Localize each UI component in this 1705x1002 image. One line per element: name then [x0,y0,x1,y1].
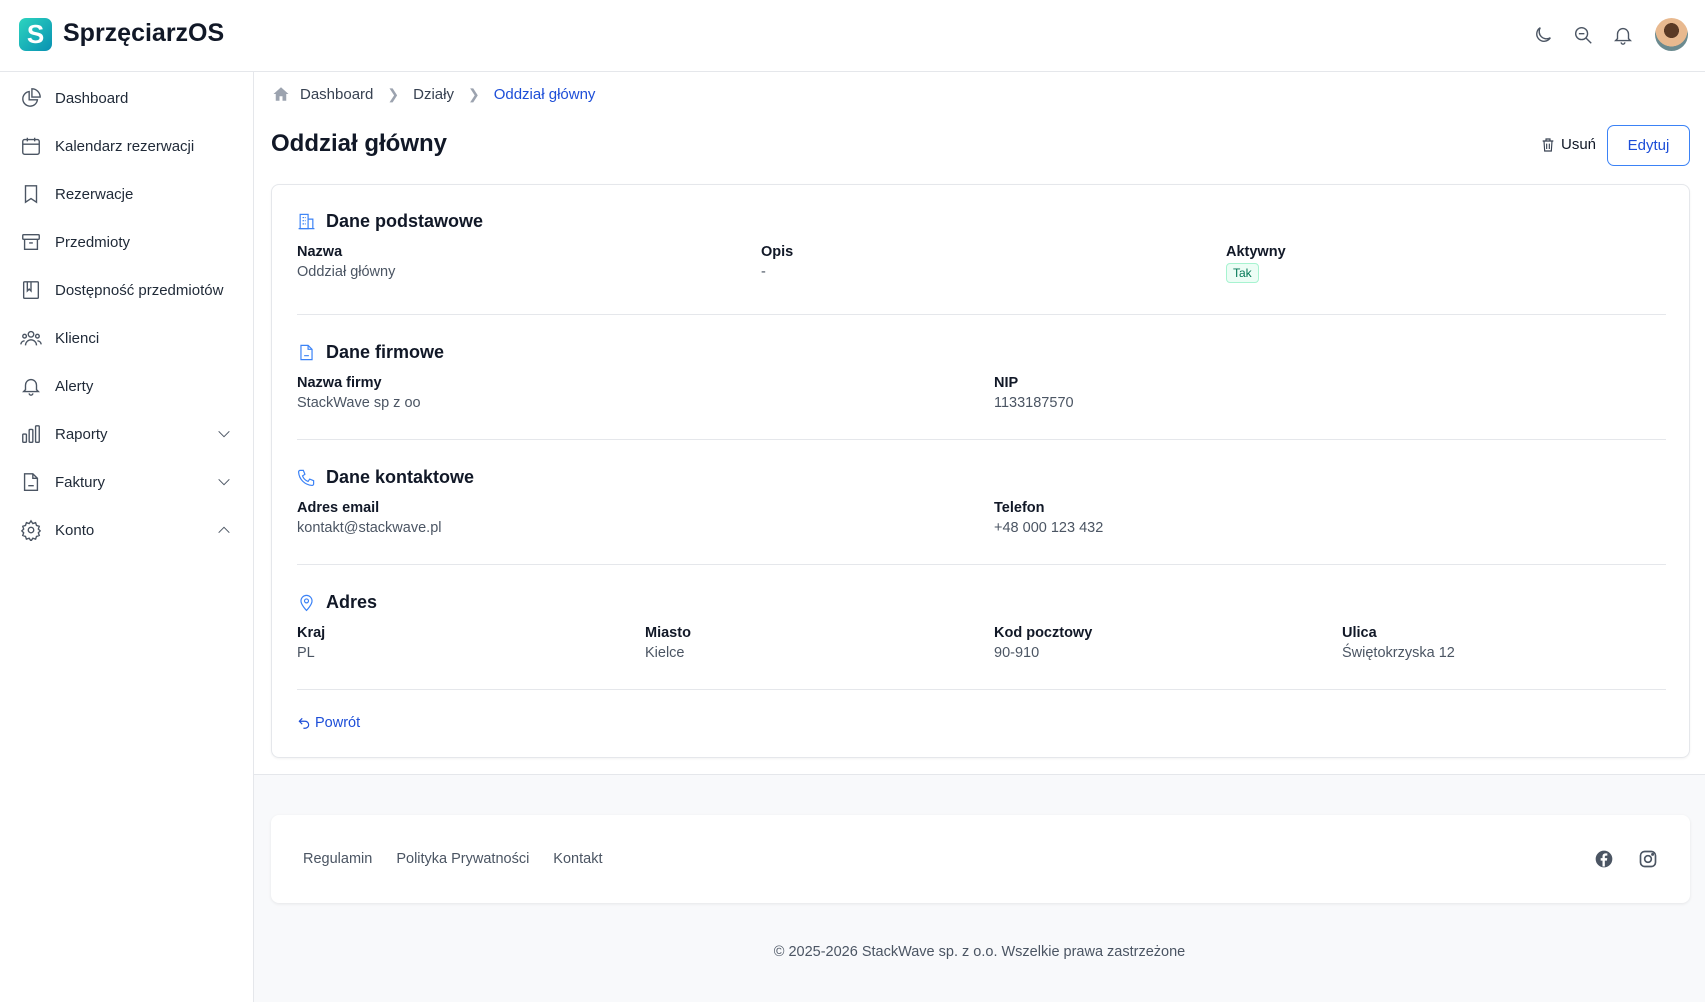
breadcrumb-current: Oddział główny [493,85,596,103]
sidebar-item-label: Dostępność przedmiotów [55,281,224,299]
divider [297,689,1666,690]
copyright: © 2025-2026 StackWave sp. z o.o. Wszelki… [773,944,1186,960]
archive-icon [22,233,40,251]
section-contact: Dane kontaktowe Adres email kontakt@stack… [297,467,1666,542]
sidebar-item-label: Faktury [55,473,106,491]
chevron-up-icon[interactable] [216,522,232,538]
sidebar-item-invoices[interactable]: Faktury [0,462,254,502]
chevron-down-icon[interactable] [216,474,232,490]
footer-link-terms[interactable]: Regulamin [303,851,373,867]
document-icon [23,473,39,491]
footer-link-contact[interactable]: Kontakt [553,851,603,867]
bell-icon [22,378,40,396]
home-icon[interactable] [272,85,290,103]
field-country: Kraj PL [297,625,326,661]
sidebar-item-reports[interactable]: Raporty [0,414,254,454]
document-icon [300,344,313,361]
pie-chart-icon [22,88,41,107]
field-zip: Kod pocztowy 90-910 [994,625,1093,661]
footer-links: Regulamin Polityka Prywatności Kontakt [303,851,602,867]
section-company: Dane firmowe Nazwa firmy StackWave sp z o… [297,342,1666,417]
calendar-icon [22,137,40,155]
breadcrumb: Dashboard ❯ Działy ❯ Oddział główny [272,85,595,103]
footer-card: Regulamin Polityka Prywatności Kontakt [271,815,1690,903]
status-badge: Tak [1226,263,1259,283]
map-pin-icon [300,594,313,612]
sidebar-item-account[interactable]: Konto [0,510,254,550]
sidebar-item-label: Raporty [55,425,108,443]
field-email: Adres email kontakt@stackwave.pl [297,500,442,536]
users-icon [20,330,42,346]
sidebar-item-dashboard[interactable]: Dashboard [0,78,254,118]
bar-chart-icon [22,425,40,443]
footer-link-privacy[interactable]: Polityka Prywatności [396,851,530,867]
return-icon [298,717,310,729]
section-title: Dane firmowe [297,342,1666,363]
main-content [254,72,1705,775]
chevron-right-icon: ❯ [387,85,400,102]
divider [297,564,1666,565]
facebook-icon[interactable] [1594,849,1614,869]
building-icon [298,213,315,230]
sidebar-item-calendar[interactable]: Kalendarz rezerwacji [0,126,254,166]
breadcrumb-departments[interactable]: Działy [413,85,454,103]
delete-label: Usuń [1561,136,1597,153]
field-description: Opis - [761,244,794,280]
bookmark-icon [24,185,38,204]
sidebar-item-availability[interactable]: Dostępność przedmiotów [0,270,254,310]
field-nip: NIP 1133187570 [994,375,1074,411]
sidebar-item-label: Przedmioty [55,233,131,251]
top-header: S SprzęciarzOS [0,0,1705,72]
sidebar: Dashboard Kalendarz rezerwacji Rezerwacj… [0,72,254,1002]
chevron-down-icon[interactable] [216,426,232,442]
breadcrumb-dashboard[interactable]: Dashboard [300,85,374,103]
section-title: Dane kontaktowe [297,467,1666,488]
divider [297,314,1666,315]
chevron-right-icon: ❯ [467,85,480,102]
book-icon [22,281,40,299]
field-company-name: Nazwa firmy StackWave sp z oo [297,375,421,411]
sidebar-item-label: Konto [55,521,95,539]
section-title: Dane podstawowe [297,211,1666,232]
delete-button[interactable]: Usuń [1540,136,1596,153]
field-active: Aktywny Tak [1226,244,1286,283]
sidebar-item-label: Rezerwacje [55,185,134,203]
zoom-out-icon[interactable] [1572,24,1594,46]
page-title: Oddział główny [271,130,448,157]
moon-icon[interactable] [1532,24,1554,46]
section-address: Adres Kraj PL Miasto Kielce Kod pocztowy 90… [297,592,1666,667]
sidebar-item-items[interactable]: Przedmioty [0,222,254,262]
edit-button[interactable]: Edytuj [1607,125,1690,166]
phone-icon [297,469,315,487]
sidebar-item-label: Dashboard [55,89,129,107]
sidebar-item-label: Alerty [55,377,94,395]
sidebar-item-alerts[interactable]: Alerty [0,366,254,406]
field-city: Miasto Kielce [645,625,691,661]
field-name: Nazwa Oddział główny [297,244,396,280]
bell-icon[interactable] [1612,24,1634,46]
field-street: Ulica Świętokrzyska 12 [1342,625,1455,661]
section-title: Adres [297,592,1666,613]
app-title[interactable]: SprzęciarzOS [63,19,225,47]
avatar[interactable] [1655,18,1688,51]
app-logo[interactable]: S [19,18,52,51]
section-basic: Dane podstawowe Nazwa Oddział główny Opis… [297,211,1666,286]
back-link[interactable]: Powrót [297,715,360,731]
trash-icon [1542,137,1554,152]
sidebar-item-label: Kalendarz rezerwacji [55,137,195,155]
details-card: Dane podstawowe Nazwa Oddział główny Opis… [271,184,1690,758]
sidebar-item-clients[interactable]: Klienci [0,318,254,358]
gear-icon [20,519,42,541]
sidebar-item-reservations[interactable]: Rezerwacje [0,174,254,214]
divider [297,439,1666,440]
field-phone: Telefon +48 000 123 432 [994,500,1104,536]
instagram-icon[interactable] [1638,849,1658,869]
sidebar-item-label: Klienci [55,329,100,347]
